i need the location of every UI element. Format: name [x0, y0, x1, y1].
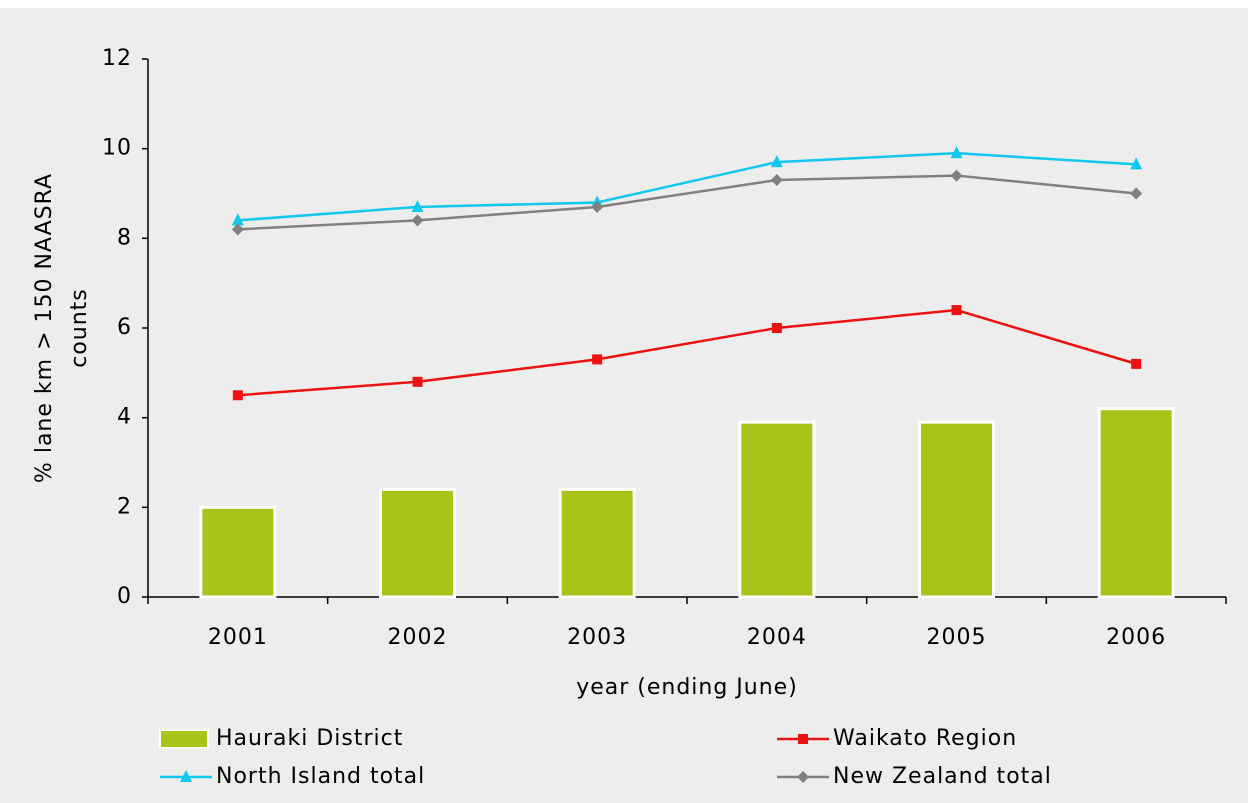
bar	[918, 420, 995, 599]
y-axis-title-line: % lane km > 150 NAASRA	[32, 173, 57, 483]
x-tick-label: 2004	[747, 625, 807, 650]
y-tick-label: 10	[102, 136, 132, 161]
bar	[1097, 407, 1175, 599]
y-axis-title-line: counts	[67, 288, 92, 368]
bar	[738, 420, 816, 599]
point	[1130, 187, 1143, 200]
x-tick-label: 2001	[208, 625, 268, 650]
line	[237, 174, 1137, 231]
legend-swatch	[159, 729, 209, 749]
x-axis-title: year (ending June)	[576, 675, 798, 700]
point	[951, 305, 962, 316]
point	[770, 155, 783, 168]
x-tick-label: 2003	[567, 625, 627, 650]
point	[412, 376, 423, 387]
y-tick-label: 8	[117, 225, 132, 250]
y-tick-label: 0	[117, 584, 132, 609]
y-tick-label: 6	[117, 315, 132, 340]
point	[232, 390, 243, 401]
point	[950, 169, 963, 182]
legend-marker	[797, 771, 809, 783]
y-tick-label: 4	[117, 405, 132, 430]
point	[231, 223, 244, 236]
point	[231, 213, 244, 226]
point	[771, 323, 782, 333]
point	[592, 354, 603, 365]
line	[237, 151, 1137, 222]
y-tick-label: 2	[117, 494, 132, 519]
background	[0, 8, 1248, 803]
legend-marker	[180, 770, 192, 782]
line	[237, 308, 1137, 397]
bar	[379, 487, 456, 599]
legend-label: Hauraki District	[216, 726, 403, 751]
x-tick-label: 2005	[927, 625, 987, 650]
point	[1130, 157, 1143, 170]
bar	[558, 487, 636, 599]
x-tick-label: 2002	[388, 625, 448, 650]
point	[411, 199, 424, 212]
point	[950, 146, 963, 159]
point	[1131, 358, 1142, 369]
y-axis-title: % lane km > 150 NAASRA counts	[32, 173, 92, 483]
point	[591, 200, 604, 213]
y-tick-label: 12	[102, 46, 132, 71]
point	[411, 214, 424, 227]
legend-label: Waikato Region	[833, 726, 1017, 751]
legend-label: North Island total	[216, 764, 425, 789]
point	[770, 174, 783, 187]
x-tick-label: 2006	[1106, 625, 1166, 650]
legend-label: New Zealand total	[833, 764, 1052, 789]
bar	[199, 505, 277, 599]
legend-marker	[798, 734, 808, 744]
